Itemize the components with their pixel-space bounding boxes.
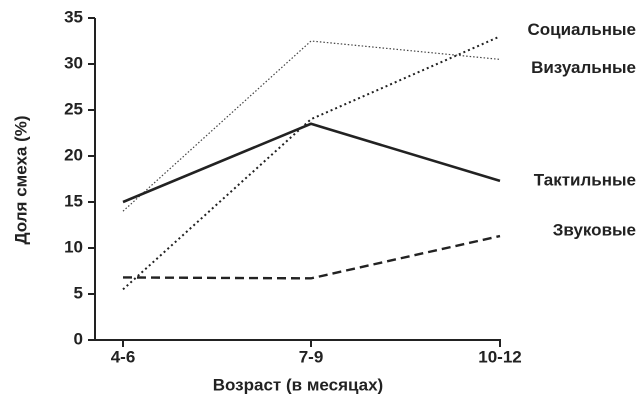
- x-axis-label: Возраст (в месяцах): [213, 375, 383, 394]
- y-tick-label: 0: [74, 329, 83, 348]
- y-tick-label: 10: [64, 237, 83, 256]
- series-line: [122, 234, 501, 280]
- y-tick-label: 35: [64, 7, 83, 26]
- series-label: Тактильные: [534, 170, 636, 189]
- y-axis-label: Доля смеха (%): [11, 115, 30, 244]
- series-line: [122, 122, 501, 204]
- series-line: [122, 40, 501, 212]
- y-tick-label: 5: [74, 283, 83, 302]
- x-tick-label: 4-6: [111, 347, 136, 366]
- series-label: Социальные: [527, 20, 636, 39]
- x-tick-label: 10-12: [478, 347, 521, 366]
- series-line: [122, 35, 501, 291]
- y-tick-label: 30: [64, 53, 83, 72]
- x-tick-label: 7-9: [299, 347, 324, 366]
- y-tick-label: 20: [64, 145, 83, 164]
- series-label: Звуковые: [553, 221, 636, 240]
- y-tick-label: 25: [64, 99, 83, 118]
- series-label: Визуальные: [531, 58, 636, 77]
- y-tick-label: 15: [64, 191, 83, 210]
